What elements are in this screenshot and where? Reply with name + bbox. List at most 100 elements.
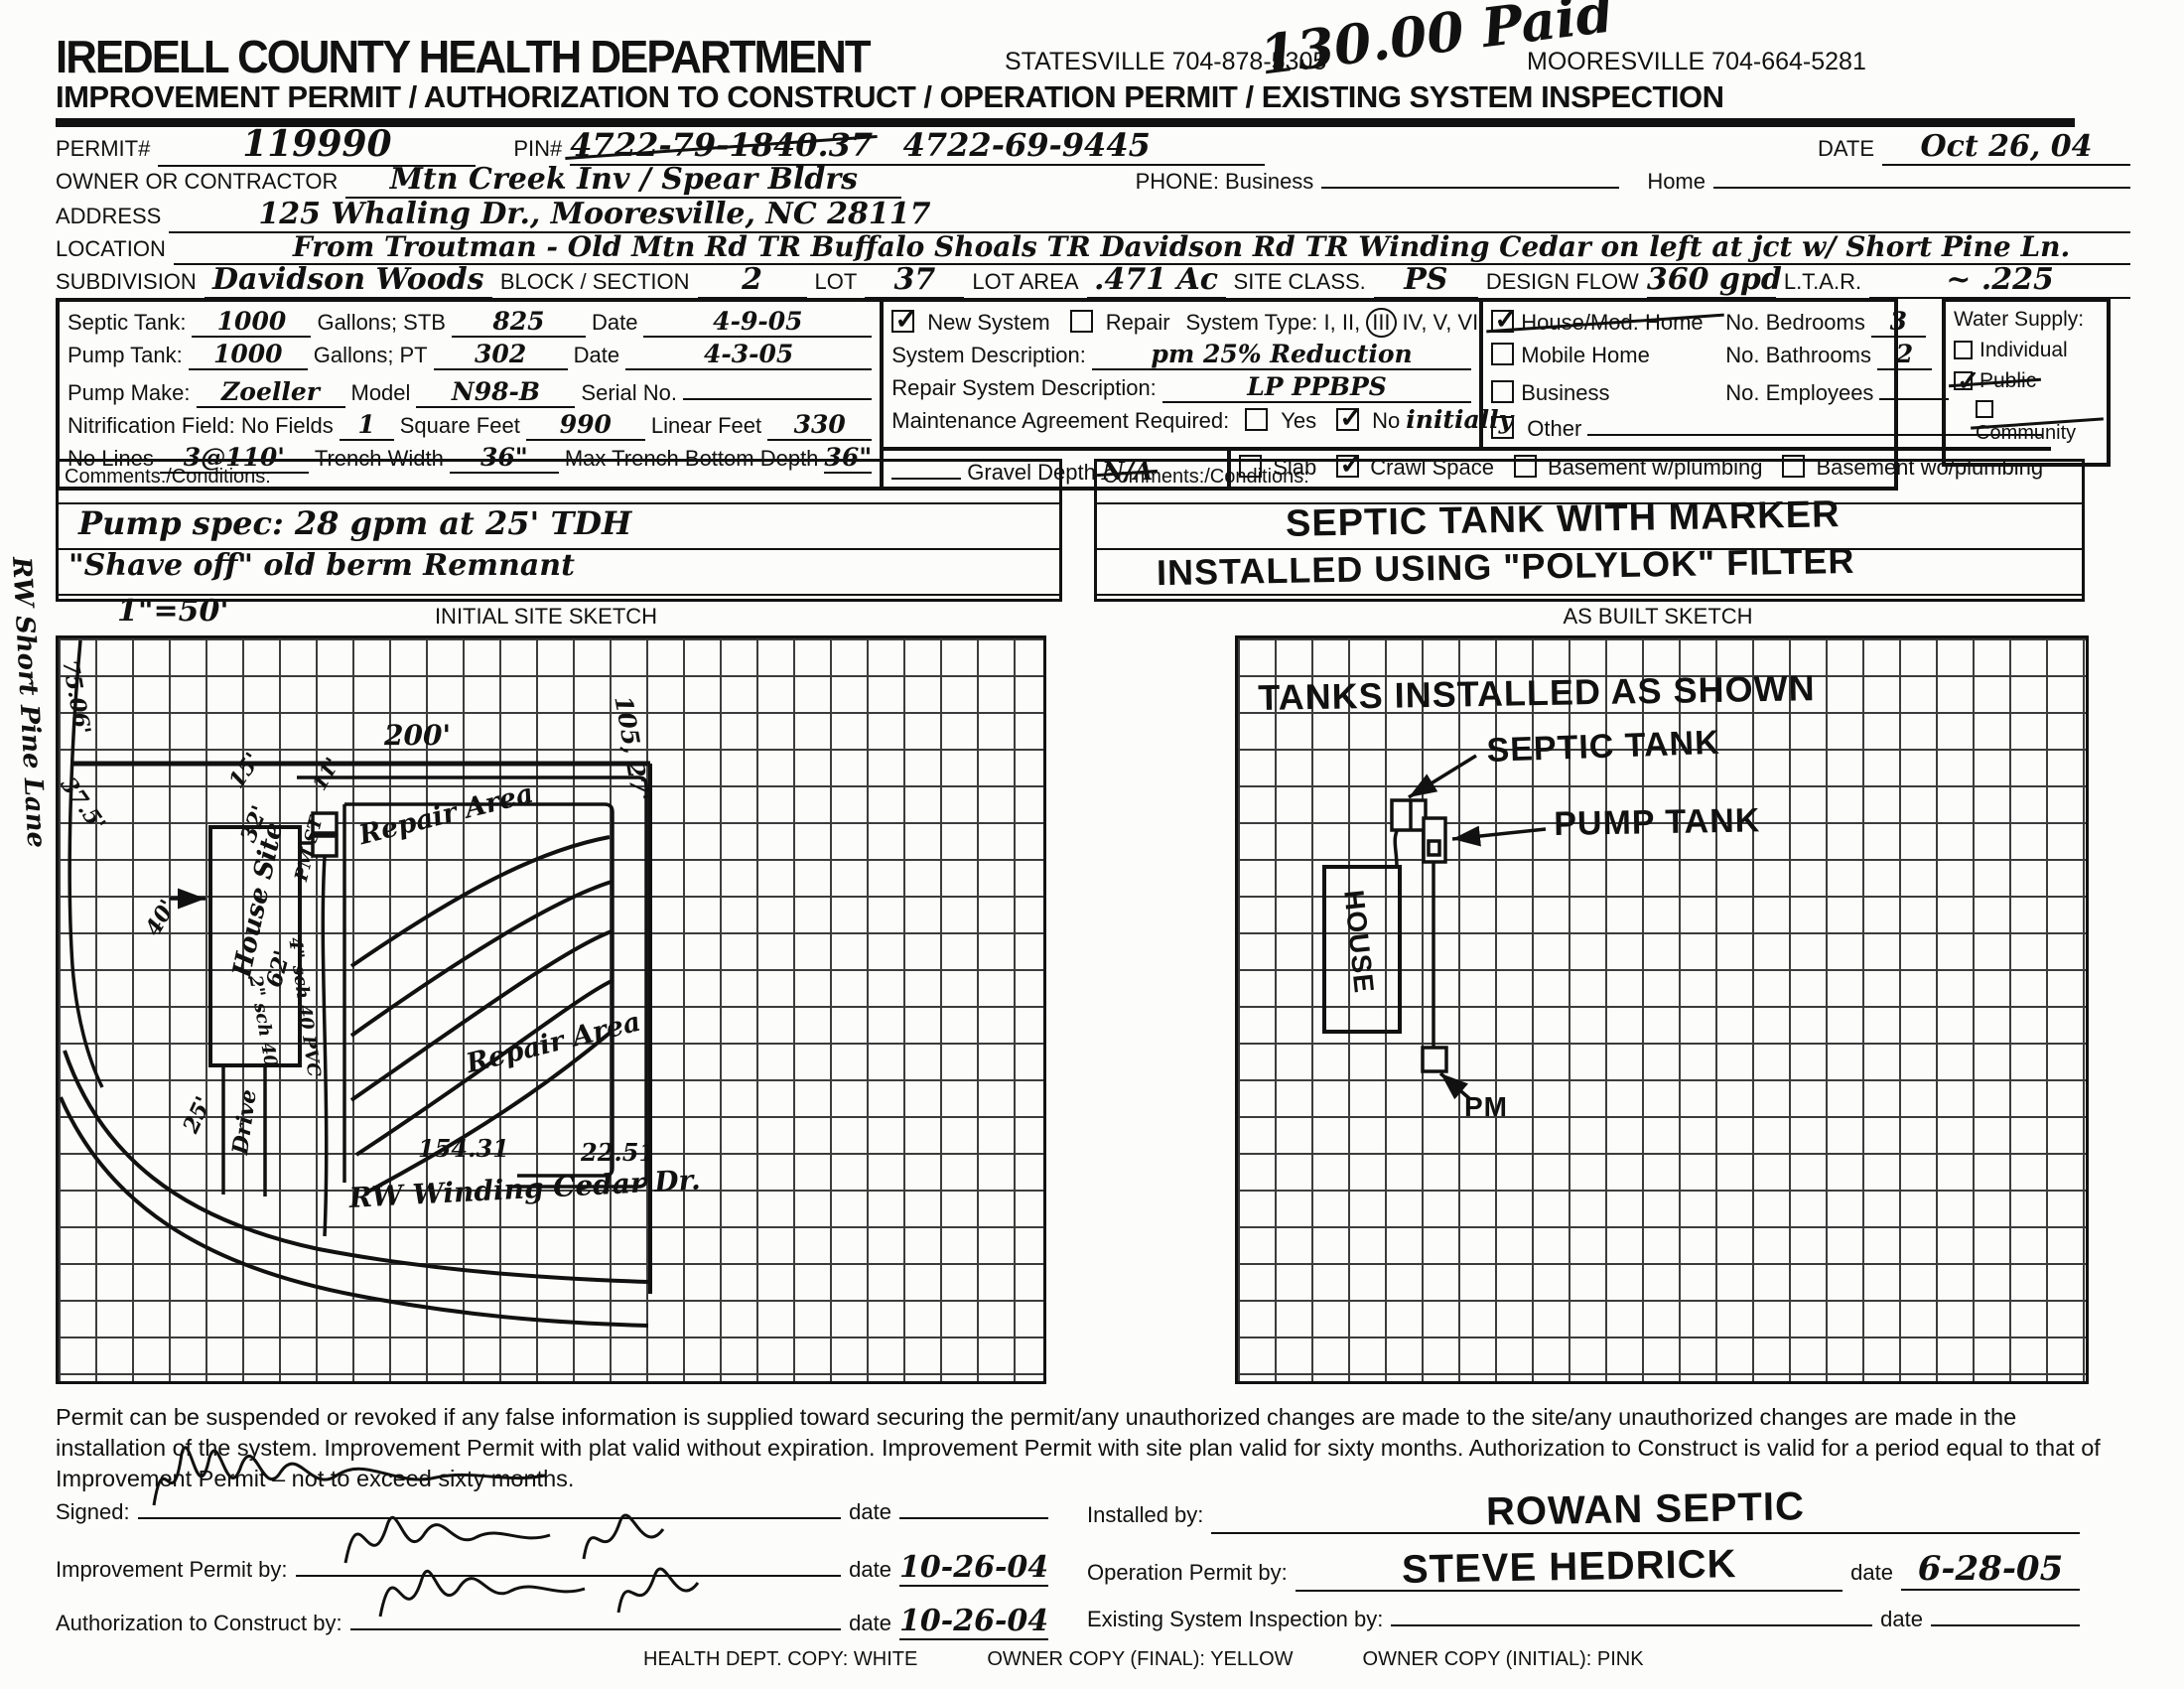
short-pine-lane-label: RW Short Pine Lane: [6, 556, 52, 849]
serial-label: Serial No.: [581, 380, 678, 405]
water-supply-title: Water Supply:: [1954, 308, 2085, 331]
new-system-checkbox: [891, 303, 918, 336]
comments-left-line1: Pump spec: 28 gpm at 25' TDH: [78, 504, 632, 542]
community-checkbox: [1976, 400, 1993, 418]
employees-label: No. Employees: [1725, 380, 1874, 405]
address-value: 125 Whaling Dr., Mooresville, NC 28117: [258, 197, 931, 231]
public-label: Public: [1979, 369, 2037, 392]
improvement-permit-line: [295, 1513, 842, 1577]
gravel-blank: [891, 452, 962, 480]
gravel-depth-label: Gravel Depth: [967, 460, 1096, 485]
comments-right-rule-0: [1097, 489, 2082, 504]
date-value: Oct 26, 04: [1920, 129, 2093, 164]
subdivision-value: Davidson Woods: [212, 262, 484, 297]
lot-area-label: LOT AREA: [972, 269, 1079, 294]
water-supply-box: Water Supply: Individual Public Communit…: [1942, 298, 2111, 467]
block-section-label: BLOCK / SECTION: [499, 269, 690, 294]
house-label: House/Mod. Home: [1521, 310, 1704, 335]
as-built-sketch: TANKS INSTALLED AS SHOWN SEPTIC TANK PUM…: [1235, 635, 2089, 1384]
system-dwelling-row: New System Repair System Type: I, II, II…: [884, 302, 2051, 447]
address-label: ADDRESS: [56, 204, 162, 228]
signed-line: [137, 1446, 842, 1519]
operation-permit-label: Operation Permit by:: [1087, 1560, 1288, 1585]
signed-date-label: date: [849, 1499, 891, 1524]
permit-number-label: PERMIT#: [56, 136, 151, 161]
comments-left-box: Comments:/Conditions: Pump spec: 28 gpm …: [56, 459, 1062, 602]
signed-date-blank: [899, 1491, 1048, 1519]
legal-text: Permit can be suspended or revoked if an…: [56, 1404, 2101, 1491]
pm-label: PM: [1464, 1091, 1508, 1122]
copy-health: HEALTH DEPT. COPY: WHITE: [643, 1648, 918, 1670]
date-label: DATE: [1817, 136, 1874, 161]
authorization-date-label: date: [849, 1611, 891, 1635]
gallons-label-2: Gallons;: [313, 343, 394, 367]
improvement-date-label: date: [849, 1557, 891, 1582]
employees-blank: [1879, 372, 1950, 400]
square-feet-value: 990: [559, 410, 612, 439]
mobile-home-checkbox: [1491, 343, 1515, 365]
tanks-installed-note: TANKS INSTALLED AS SHOWN: [1257, 667, 1816, 718]
mobile-home-row: Mobile Home No. Bathrooms 2: [1483, 339, 2051, 371]
pump-tank-label: Pump Tank:: [68, 343, 183, 367]
other-checkbox: [1491, 416, 1515, 439]
design-flow-value: 360 gpd: [1646, 262, 1782, 297]
water-public-row: Public: [1954, 364, 2099, 397]
site-class-label: SITE CLASS.: [1233, 269, 1366, 294]
initial-sketch-drawing: [59, 639, 652, 1328]
dim-15431: 154.31: [418, 1134, 509, 1163]
operation-date-label: date: [1850, 1560, 1893, 1585]
nitrification-label: Nitrification Field: No Fields: [68, 413, 334, 438]
trench-depth-label: Max Trench Bottom Depth: [564, 446, 819, 471]
comments-left-line2: "Shave off" old berm Remnant: [68, 548, 575, 583]
as-built-sketch-title: AS BUILT SKETCH: [1563, 604, 1753, 629]
pt-label: PT: [399, 343, 428, 367]
community-item: Community: [1976, 397, 2099, 445]
square-feet-label: Square Feet: [399, 413, 520, 438]
stb-value: 825: [492, 307, 545, 336]
pump-date-value: 4-3-05: [704, 340, 794, 368]
subdivision-row: SUBDIVISION Davidson Woods BLOCK / SECTI…: [56, 262, 2130, 299]
trench-width-value: 36": [479, 443, 528, 472]
comments-left-label: Comments:/Conditions:: [65, 466, 271, 488]
form-title: IMPROVEMENT PERMIT / AUTHORIZATION TO CO…: [56, 79, 2075, 127]
septic-date-value: 4-9-05: [713, 307, 803, 336]
slab-checkbox: [1239, 455, 1263, 478]
authorization-label: Authorization to Construct by:: [56, 1611, 342, 1635]
serial-blank: [683, 372, 873, 400]
system-type-circled: III: [1366, 308, 1397, 338]
mobile-home-label: Mobile Home: [1521, 343, 1650, 367]
operation-permit-row: Operation Permit by: STEVE HEDRICK date …: [1087, 1542, 2080, 1592]
business-row: Business No. Employees: [1483, 371, 2051, 407]
phone-home-blank: [1713, 161, 2130, 189]
installed-value: ROWAN SEPTIC: [1485, 1484, 1806, 1534]
new-system-label: New System: [927, 310, 1050, 335]
bedrooms-value: 3: [1889, 307, 1908, 336]
septic-tank-gallons: 1000: [216, 307, 287, 336]
pump-date-label: Date: [573, 343, 620, 367]
pin-old-value: 4722-79-1840.37: [570, 126, 874, 164]
improvement-permit-row: Improvement Permit by: date 10-26-04: [56, 1513, 1049, 1587]
maintenance-row: Maintenance Agreement Required: Yes No i…: [884, 401, 1513, 435]
sketch-scale-note: 1"=50': [117, 594, 229, 629]
as-built-drawing: [1322, 754, 1547, 1101]
block-section-value: 2: [742, 262, 762, 297]
repair-description-label: Repair System Description:: [891, 375, 1157, 400]
system-type-prefix: System Type: I, II,: [1185, 310, 1361, 335]
signed-signature: [152, 1446, 545, 1506]
pt-value: 302: [475, 340, 527, 368]
copy-owner-final: OWNER COPY (FINAL): YELLOW: [987, 1648, 1294, 1670]
authorization-date-value: 10-26-04: [899, 1604, 1049, 1638]
owner-row: OWNER OR CONTRACTOR Mtn Creek Inv / Spea…: [56, 161, 2130, 199]
improvement-date-value: 10-26-04: [899, 1550, 1049, 1585]
water-community-row: Community: [1954, 397, 2099, 445]
mooresville-office: MOORESVILLE 704-664-5281: [1527, 48, 1866, 75]
lot-value: 37: [893, 262, 936, 297]
comments-right-rule-1: SEPTIC TANK WITH MARKER: [1097, 493, 2082, 550]
location-row: LOCATION From Troutman - Old Mtn Rd TR B…: [56, 230, 2130, 265]
pin-new-value: 4722-69-9445: [902, 126, 1151, 164]
linear-feet-label: Linear Feet: [650, 413, 762, 438]
lines-row: No Lines 3@110' Trench Width 36" Max Tre…: [60, 442, 880, 475]
nitrification-row: Nitrification Field: No Fields 1 Square …: [60, 409, 880, 442]
ltar-label: L.T.A.R.: [1783, 269, 1862, 294]
